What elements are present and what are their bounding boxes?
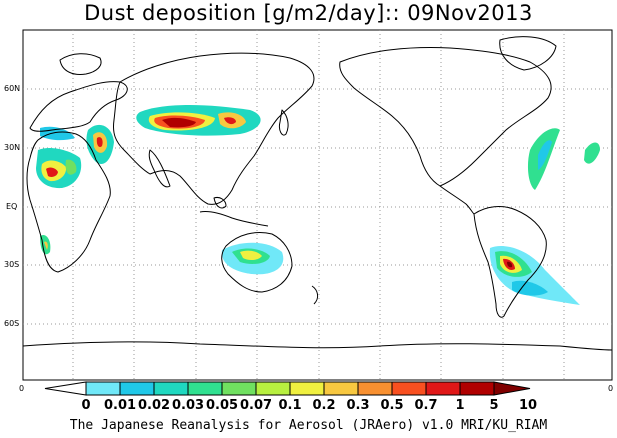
page-title: Dust deposition [g/m2/day]:: 09Nov2013 <box>84 1 533 25</box>
coast-asia <box>113 52 315 205</box>
legend-tick-label: 0.7 <box>414 398 438 413</box>
legend-tick-label: 0.5 <box>380 398 404 413</box>
legend-swatch <box>323 381 359 396</box>
coast-antarctica <box>22 341 613 351</box>
map-frame <box>22 29 613 381</box>
lat-label-60n: 60N <box>4 84 21 93</box>
legend-arrow-low <box>44 381 87 396</box>
coast-africa <box>26 131 111 273</box>
legend-tick-label: 0.05 <box>205 398 239 413</box>
legend-tick-label: 0.01 <box>103 398 137 413</box>
legend-tick-label: 0.03 <box>171 398 205 413</box>
coastlines <box>22 36 613 351</box>
legend-arrow-high <box>493 381 531 396</box>
legend-swatch <box>85 381 121 396</box>
lat-label-60s: 60S <box>4 319 20 328</box>
legend-tick-label: 1 <box>455 398 465 413</box>
legend-tick-label: 10 <box>518 398 538 413</box>
graticule <box>23 30 612 380</box>
legend-swatch <box>289 381 325 396</box>
legend-swatch <box>119 381 155 396</box>
legend-tick-label: 0.07 <box>239 398 273 413</box>
coast-south-america <box>473 206 547 318</box>
coast-australia <box>221 232 293 293</box>
lat-label-30s: 30S <box>4 260 20 269</box>
legend-swatch <box>153 381 189 396</box>
axis-label-left: 0 <box>19 384 25 393</box>
legend-tick-label: 0.02 <box>137 398 171 413</box>
legend-swatch <box>187 381 223 396</box>
legend-colorbar <box>44 381 531 396</box>
coast-north-america <box>339 47 552 187</box>
lat-label-eq: EQ <box>6 202 18 211</box>
legend-tick-label: 0 <box>81 398 91 413</box>
axis-label-right: 0 <box>608 384 614 393</box>
legend-tick-label: 5 <box>489 398 499 413</box>
legend-tick-label: 0.2 <box>312 398 336 413</box>
legend-swatch <box>357 381 393 396</box>
legend-swatch <box>221 381 257 396</box>
legend-tick-label: 0.1 <box>278 398 302 413</box>
legend-swatch <box>459 381 495 396</box>
legend-swatch <box>425 381 461 396</box>
legend-swatch <box>255 381 291 396</box>
dust-shading <box>36 105 600 305</box>
footer-credit: The Japanese Reanalysis for Aerosol (JRA… <box>69 418 548 433</box>
legend-swatch <box>391 381 427 396</box>
lat-label-30n: 30N <box>4 143 21 152</box>
legend-tick-label: 0.3 <box>346 398 370 413</box>
coast-europe <box>29 81 128 132</box>
